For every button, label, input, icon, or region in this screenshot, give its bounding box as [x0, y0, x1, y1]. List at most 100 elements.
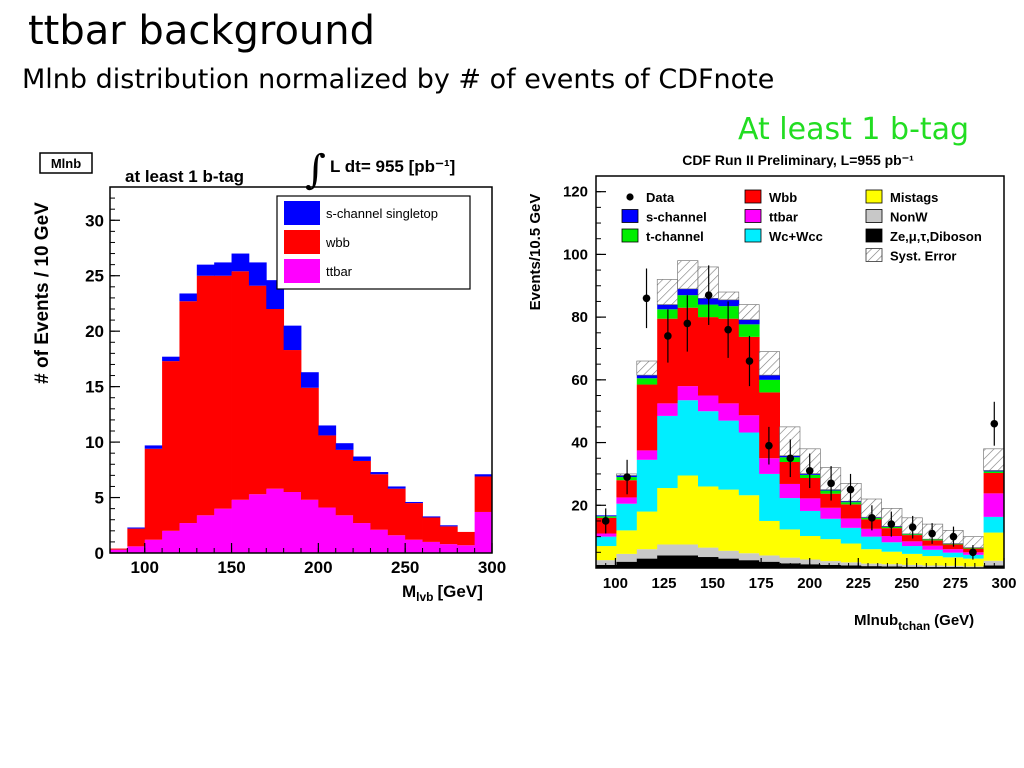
right-bar-wc-wcc: [738, 432, 760, 496]
data-point: [623, 473, 631, 481]
left-bar-wbb: [353, 460, 371, 524]
right-bar-ttbar: [840, 518, 862, 528]
right-bar-wbb: [840, 504, 862, 519]
data-point: [868, 514, 876, 522]
right-bar-mistags: [779, 529, 801, 558]
right-bar-mistags: [616, 530, 638, 554]
right-bar-nonw: [616, 553, 638, 562]
right-bar-nonw: [698, 547, 719, 558]
right-bar-s-channel: [840, 501, 862, 503]
right-bar-wc-wcc: [983, 516, 1005, 533]
right-bar-ze-diboson: [820, 564, 842, 568]
right-bar-ze-diboson: [677, 555, 699, 568]
right-bar-wc-wcc: [922, 549, 944, 557]
left-legend: s-channel singletop wbb ttbar: [276, 195, 471, 290]
left-bar-wbb: [231, 271, 250, 500]
left-y-tick-label: 20: [85, 322, 104, 341]
right-bar-wc-wcc: [942, 552, 964, 558]
right-bar-t-channel: [738, 324, 760, 337]
right-bar-s-channel: [983, 470, 1005, 472]
right-legend-swatch-ze-diboson: [865, 228, 883, 243]
right-bar-ze-diboson: [596, 564, 617, 568]
right-x-axis-label: Mlnubtchan (GeV): [854, 612, 974, 633]
left-bar-s-channel-singletop: [179, 293, 198, 302]
right-bar-ze-diboson: [881, 566, 903, 568]
right-bar-s-channel: [596, 515, 617, 517]
right-bar-ttbar: [738, 415, 760, 433]
data-point: [704, 291, 713, 299]
left-bar-s-channel-singletop: [248, 262, 267, 286]
right-x-tick-label: 225: [846, 575, 871, 592]
right-bar-ze-diboson: [698, 557, 719, 568]
right-bar-t-channel: [963, 547, 984, 549]
data-point: [642, 294, 651, 303]
left-bar-ttbar: [457, 545, 476, 553]
right-bar-ze-diboson: [657, 555, 678, 568]
right-bar-mistags: [861, 549, 882, 564]
right-bar-nonw: [902, 564, 923, 567]
left-y-tick-label: 15: [85, 378, 104, 397]
right-legend-label: Syst. Error: [890, 249, 956, 264]
left-bar-s-channel-singletop: [144, 445, 163, 449]
left-bar-s-channel-singletop: [422, 516, 441, 518]
right-bar-ttbar: [820, 507, 842, 519]
left-x-tick-label: 150: [217, 558, 245, 577]
right-legend-swatch-wbb: [744, 189, 762, 204]
data-point: [928, 529, 936, 538]
right-bar-nonw: [657, 544, 678, 556]
left-x-axis-label: Mlvb [GeV]: [402, 582, 483, 604]
right-bar-ttbar: [922, 545, 944, 550]
right-legend-swatch-t-channel: [621, 228, 639, 243]
slide-subtitle: Mlnb distribution normalized by # of eve…: [22, 64, 775, 95]
left-bar-wbb: [335, 449, 354, 516]
right-bar-wc-wcc: [636, 459, 658, 512]
right-data-points: [601, 265, 999, 560]
right-bar-t-channel: [677, 295, 699, 308]
left-hist-label: Mlnb: [51, 156, 81, 171]
right-bar-ttbar: [779, 483, 801, 499]
right-bar-wc-wcc: [881, 542, 903, 552]
right-chart-title: CDF Run II Preliminary, L=955 pb⁻¹: [682, 152, 914, 168]
right-bar-nonw: [596, 560, 617, 565]
left-lumi-label: L dt= 955 [pb⁻¹]: [330, 157, 455, 176]
right-y-tick-label: 60: [571, 372, 588, 389]
right-bar-s-channel: [657, 304, 678, 310]
right-bar-ze-diboson: [636, 558, 658, 568]
right-bar-wc-wcc: [800, 510, 821, 537]
data-point: [745, 357, 754, 365]
right-legend-swatch-wc-wcc: [744, 228, 762, 243]
left-bar-wbb: [370, 474, 389, 530]
left-x-tick-label: 300: [478, 558, 506, 577]
left-bar-s-channel-singletop: [353, 456, 371, 461]
right-bar-mistags: [698, 486, 719, 548]
right-bar-wc-wcc: [820, 518, 842, 540]
right-bar-s-channel: [759, 375, 780, 380]
right-bar-wbb: [677, 307, 699, 387]
right-bar-nonw: [738, 553, 760, 561]
left-bar-ttbar: [214, 508, 232, 553]
right-bar-t-channel: [636, 378, 658, 385]
right-bar-ttbar: [636, 450, 658, 460]
right-y-tick-label: 100: [563, 246, 588, 263]
left-y-tick-label: 0: [95, 544, 104, 563]
left-bar-ttbar: [231, 499, 250, 553]
left-bar-ttbar: [439, 544, 458, 553]
left-bar-s-channel-singletop: [474, 474, 493, 477]
left-x-tick-label: 200: [304, 558, 332, 577]
left-bar-wbb: [474, 476, 493, 512]
left-bar-wbb: [439, 526, 458, 545]
right-legend-label: Wbb: [769, 190, 797, 205]
left-bar-s-channel-singletop: [127, 527, 146, 529]
left-bar-ttbar: [422, 541, 441, 553]
right-legend-label: ttbar: [769, 210, 798, 225]
right-bar-wbb: [942, 544, 964, 550]
right-bar-mistags: [881, 551, 903, 565]
data-point: [683, 319, 692, 328]
right-bar-nonw: [861, 563, 882, 567]
right-bar-wbb: [596, 517, 617, 534]
left-bar-ttbar: [318, 507, 337, 553]
right-syst-error-band: [983, 448, 1005, 471]
right-bar-wbb: [698, 317, 719, 396]
left-bar-ttbar: [474, 511, 493, 553]
right-bar-ttbar: [861, 528, 882, 537]
